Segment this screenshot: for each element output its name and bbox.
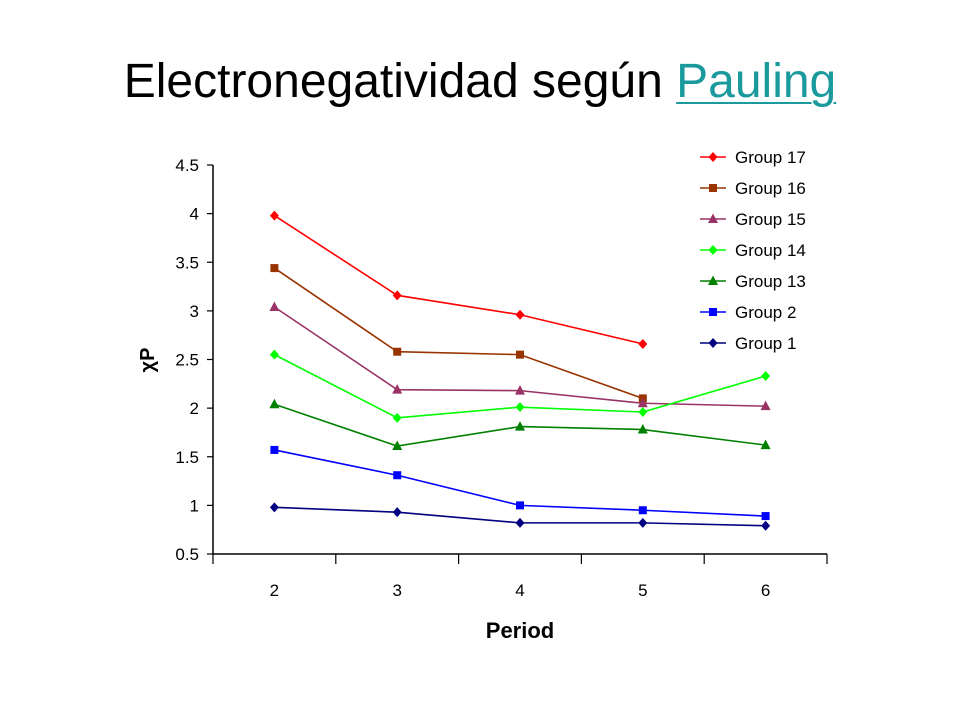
data-point — [638, 506, 647, 515]
y-tick-label: 0.5 — [175, 545, 199, 564]
x-axis-label: Period — [486, 618, 554, 643]
series-group-15 — [269, 301, 771, 411]
legend-marker — [708, 213, 718, 223]
legend-entry: Group 15 — [700, 210, 806, 229]
y-axis-label: χP — [137, 348, 159, 373]
data-point — [516, 350, 524, 359]
data-point — [638, 407, 648, 418]
legend-marker — [708, 275, 718, 285]
data-point — [638, 338, 648, 349]
y-tick-label: 3 — [190, 302, 199, 321]
series-line — [273, 214, 643, 345]
x-tick-label: 2 — [270, 581, 279, 600]
data-point — [761, 371, 771, 382]
y-tick-label: 4.5 — [175, 156, 199, 175]
title-text: Electronegatividad según — [123, 55, 663, 108]
series-group-1 — [269, 502, 771, 531]
x-tick-label: 6 — [761, 581, 770, 600]
data-point — [392, 440, 403, 451]
data-point — [761, 520, 771, 531]
data-point — [516, 501, 524, 510]
y-tick-label: 3.5 — [175, 253, 199, 272]
data-point — [269, 301, 280, 311]
data-point — [392, 290, 402, 301]
data-point — [393, 347, 402, 356]
y-tick-label: 2.5 — [175, 351, 199, 370]
legend-entry: Group 14 — [700, 241, 806, 260]
series-group-2 — [270, 445, 770, 521]
y-tick-label: 1 — [190, 496, 199, 515]
legend-label: Group 1 — [735, 334, 796, 353]
data-point — [638, 517, 648, 528]
legend-entry: Group 2 — [700, 303, 796, 322]
legend-marker — [709, 308, 717, 316]
y-tick-label: 4 — [190, 205, 199, 224]
data-point — [392, 412, 402, 423]
legend-marker — [708, 338, 718, 348]
data-point — [637, 424, 648, 434]
series-group-17 — [269, 210, 648, 349]
data-point — [515, 517, 525, 528]
data-point — [269, 502, 279, 513]
data-point — [269, 398, 280, 409]
y-tick-label: 2 — [190, 399, 199, 418]
data-point — [637, 397, 648, 408]
data-point — [760, 400, 771, 411]
legend-label: Group 13 — [735, 272, 806, 291]
legend-entry: Group 1 — [700, 334, 796, 353]
legend-marker — [709, 184, 717, 192]
data-point — [269, 210, 279, 221]
legend-entry: Group 17 — [700, 148, 806, 167]
series-line — [273, 267, 644, 400]
legend-label: Group 15 — [735, 210, 806, 229]
x-tick-label: 5 — [638, 581, 647, 600]
y-tick-label: 1.5 — [175, 448, 199, 467]
data-point — [270, 445, 279, 454]
legend: Group 17 Group 16 Group 15 Group 14 Group 13… — [700, 148, 806, 353]
legend-marker — [708, 245, 718, 255]
slide-title: Electronegatividad según Pauling — [0, 58, 960, 106]
legend-label: Group 2 — [735, 303, 796, 322]
x-tick-label: 4 — [515, 581, 524, 600]
series-group-14 — [269, 349, 771, 423]
legend-marker — [708, 152, 718, 162]
legend-label: Group 16 — [735, 179, 806, 198]
data-point — [269, 349, 279, 360]
legend-label: Group 17 — [735, 148, 806, 167]
legend-entry: Group 13 — [700, 272, 806, 291]
pauling-link[interactable]: Pauling — [676, 55, 837, 108]
data-point — [270, 264, 279, 273]
data-point — [760, 439, 771, 450]
legend-entry: Group 16 — [700, 179, 806, 198]
data-point — [515, 421, 525, 431]
data-point — [761, 512, 770, 521]
data-point — [393, 471, 402, 480]
data-point — [515, 309, 525, 320]
axes: 0.5 1 1.5 2 2.5 3 3.5 4 4.5 2 3 4 5 6 — [175, 156, 828, 600]
series-layer — [269, 210, 771, 531]
data-point — [515, 402, 525, 413]
data-point — [392, 507, 402, 518]
data-point — [515, 385, 525, 395]
legend-label: Group 14 — [735, 241, 806, 260]
series-group-13 — [269, 398, 771, 451]
data-point — [392, 384, 403, 394]
x-tick-label: 3 — [392, 581, 401, 600]
